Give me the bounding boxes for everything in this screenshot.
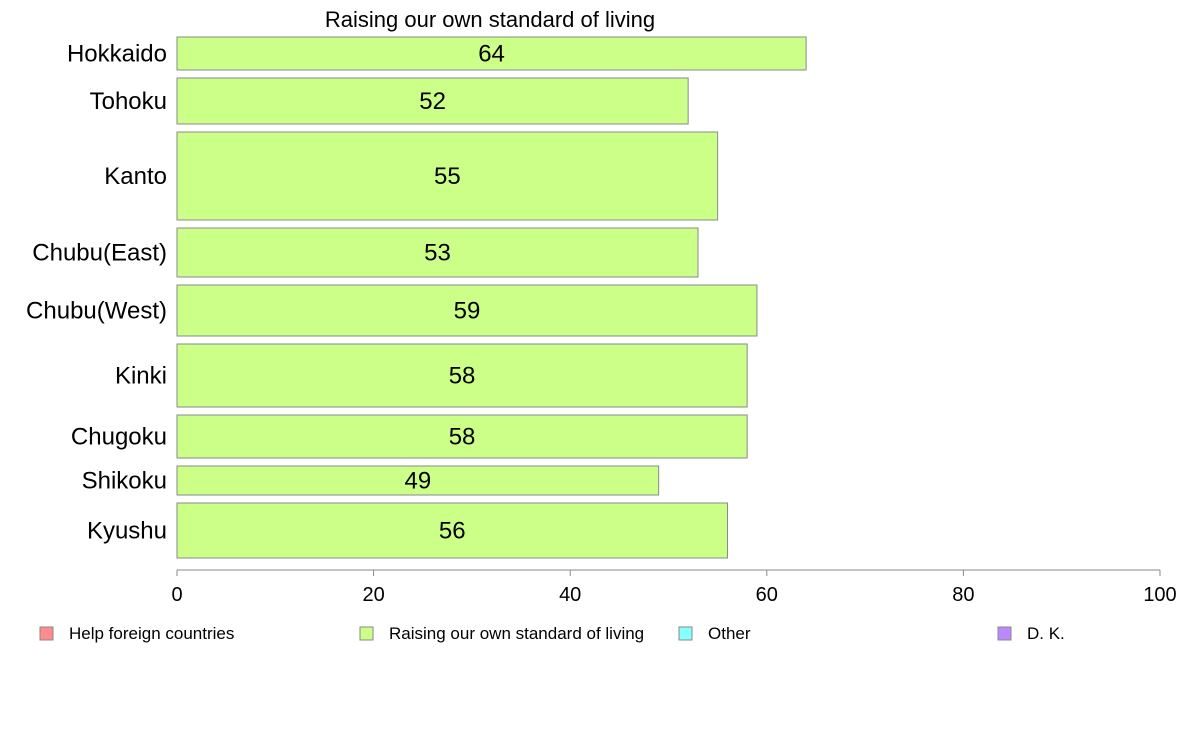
value-label: 53 (424, 240, 451, 267)
legend-label: D. K. (1027, 624, 1065, 643)
value-label: 59 (454, 298, 481, 325)
legend-swatch (678, 626, 693, 641)
category-label: Chubu(West) (26, 298, 167, 325)
legend-label: Other (708, 624, 751, 643)
bar-kanto (176, 131, 719, 221)
value-label: 49 (404, 468, 431, 495)
x-axis: 0 20 40 60 80 100 (171, 569, 1177, 606)
legend-label: Help foreign countries (69, 624, 234, 643)
bar-chubu-west- (176, 284, 758, 337)
legend: Help foreign countries Raising our own st… (39, 624, 1065, 643)
bar-tohoku (176, 77, 689, 125)
bar-shikoku (176, 465, 660, 496)
bar-chugoku (176, 414, 748, 459)
x-tick-label: 20 (362, 584, 384, 606)
legend-swatch (39, 626, 54, 641)
chart-title: Raising our own standard of living (325, 7, 655, 32)
x-tick-label: 0 (171, 584, 182, 606)
value-label: 58 (449, 363, 476, 390)
x-tick-label: 40 (559, 584, 581, 606)
category-label: Kinki (115, 363, 167, 390)
bar-hokkaido (176, 36, 807, 71)
category-label: Tohoku (90, 88, 167, 115)
value-label: 64 (478, 41, 505, 68)
bar-chubu-east- (176, 227, 699, 278)
legend-swatch (997, 626, 1012, 641)
category-label: Hokkaido (67, 41, 167, 68)
category-label: Shikoku (82, 468, 167, 495)
value-label: 56 (439, 518, 466, 545)
legend-label: Raising our own standard of living (389, 624, 644, 643)
bar-kyushu (176, 502, 728, 559)
category-label: Chubu(East) (32, 240, 167, 267)
value-label: 55 (434, 163, 461, 190)
x-tick-label: 80 (952, 584, 974, 606)
value-label: 58 (449, 424, 476, 451)
legend-swatch (359, 626, 374, 641)
bars-group: Hokkaido 64 Tohoku 52 Kanto 55 Chubu(East) 53 Ch… (26, 36, 807, 559)
x-tick-label: 100 (1143, 584, 1176, 606)
bar-kinki (176, 343, 748, 408)
x-tick-label: 60 (756, 584, 778, 606)
category-label: Kyushu (87, 518, 167, 545)
category-label: Kanto (104, 163, 167, 190)
category-label: Chugoku (71, 424, 167, 451)
value-label: 52 (419, 88, 446, 115)
